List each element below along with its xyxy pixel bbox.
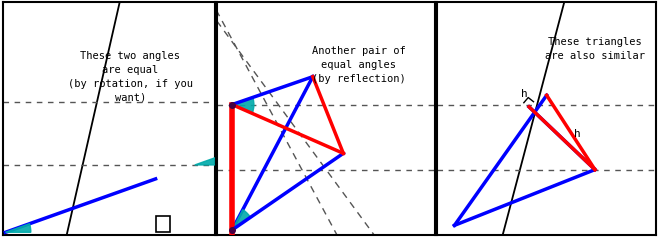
Text: These two angles
are equal
(by rotation, if you
want): These two angles are equal (by rotation,…: [67, 51, 193, 103]
Text: h: h: [574, 129, 581, 139]
Wedge shape: [232, 97, 254, 114]
Text: h: h: [522, 89, 528, 99]
Text: These triangles
are also similar: These triangles are also similar: [545, 37, 645, 61]
Wedge shape: [195, 156, 220, 165]
Wedge shape: [232, 210, 251, 230]
Bar: [155, 216, 171, 232]
Text: Another pair of
equal angles
(by reflection): Another pair of equal angles (by reflect…: [312, 46, 405, 84]
Wedge shape: [5, 224, 31, 232]
